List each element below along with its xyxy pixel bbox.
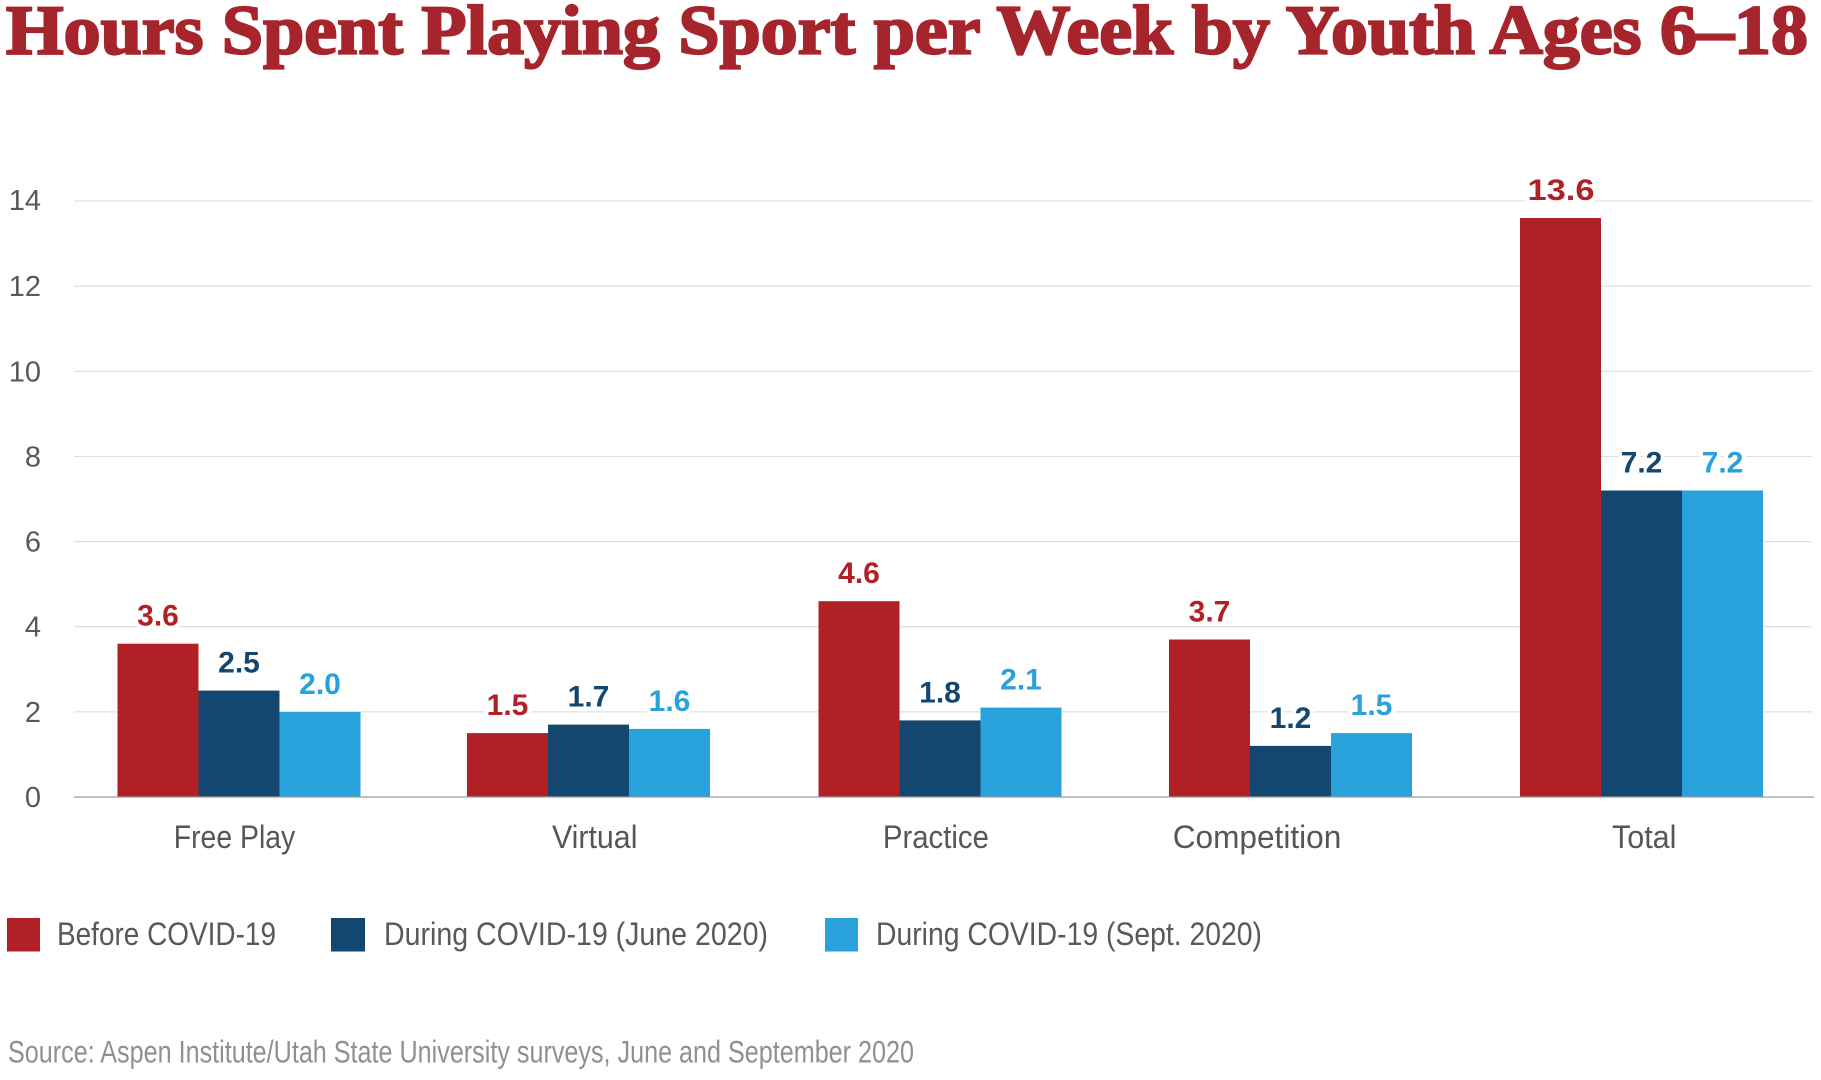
- svg-text:7.2: 7.2: [1702, 447, 1744, 480]
- svg-text:1.5: 1.5: [1351, 689, 1393, 722]
- svg-text:2: 2: [25, 697, 41, 729]
- svg-text:During COVID-19 (Sept. 2020): During COVID-19 (Sept. 2020): [876, 916, 1262, 952]
- svg-text:1.7: 1.7: [568, 681, 610, 714]
- svg-text:2.5: 2.5: [218, 647, 260, 680]
- svg-text:Total: Total: [1612, 819, 1677, 855]
- svg-text:1.8: 1.8: [919, 676, 961, 709]
- svg-text:3.6: 3.6: [137, 600, 179, 633]
- svg-text:Virtual: Virtual: [552, 819, 638, 855]
- svg-text:Competition: Competition: [1173, 819, 1342, 855]
- svg-text:13.6: 13.6: [1528, 174, 1595, 207]
- svg-text:6: 6: [25, 527, 41, 559]
- svg-text:1.6: 1.6: [649, 685, 691, 718]
- svg-text:8: 8: [25, 441, 41, 473]
- svg-text:1.5: 1.5: [487, 689, 529, 722]
- svg-text:4.6: 4.6: [838, 557, 880, 590]
- svg-text:Source: Aspen Institute/Utah S: Source: Aspen Institute/Utah State Unive…: [8, 1034, 914, 1070]
- svg-text:2.0: 2.0: [299, 668, 341, 701]
- svg-text:Before COVID-19: Before COVID-19: [57, 916, 276, 952]
- svg-text:Hours Spent Playing Sport per: Hours Spent Playing Sport per Week by Yo…: [6, 0, 1808, 70]
- svg-text:14: 14: [9, 185, 41, 217]
- svg-text:2.1: 2.1: [1000, 664, 1042, 697]
- svg-text:During COVID-19 (June 2020): During COVID-19 (June 2020): [384, 916, 768, 952]
- svg-text:7.2: 7.2: [1621, 447, 1663, 480]
- svg-text:3.7: 3.7: [1189, 596, 1231, 629]
- svg-text:Free Play: Free Play: [174, 819, 296, 855]
- svg-text:4: 4: [25, 612, 41, 644]
- svg-text:10: 10: [9, 356, 41, 388]
- svg-text:0: 0: [25, 782, 41, 814]
- svg-text:Practice: Practice: [883, 819, 989, 855]
- svg-text:1.2: 1.2: [1270, 702, 1312, 735]
- svg-text:12: 12: [9, 271, 41, 303]
